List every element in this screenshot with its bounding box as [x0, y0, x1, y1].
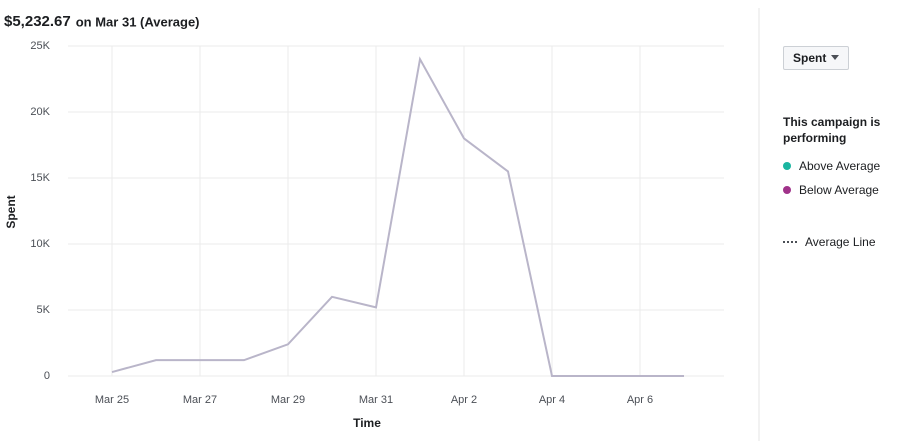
spend-line — [111, 56, 684, 377]
y-axis-label: Spent — [4, 195, 18, 228]
legend-item: Below Average — [783, 183, 879, 197]
legend-label: Average Line — [805, 235, 876, 249]
x-tick-label: Apr 6 — [627, 394, 653, 406]
y-tick-label: 20K — [30, 106, 50, 118]
legend-dot — [783, 162, 791, 170]
y-tick-label: 10K — [30, 238, 50, 250]
y-tick-label: 5K — [37, 304, 51, 316]
y-tick-label: 0 — [44, 370, 50, 382]
y-tick-label: 25K — [30, 40, 50, 52]
metric-dropdown[interactable]: Spent — [783, 46, 850, 70]
legend-label: Above Average — [799, 159, 881, 173]
legend-label: Below Average — [799, 183, 879, 197]
y-tick-label: 15K — [30, 172, 50, 184]
legend-item: Average Line — [783, 235, 876, 249]
x-tick-label: Mar 25 — [95, 394, 129, 406]
x-tick-label: Mar 29 — [271, 394, 305, 406]
legend-dot — [783, 186, 791, 194]
legend-item: Above Average — [783, 159, 880, 173]
legend-heading: This campaign is performing — [783, 115, 881, 145]
x-tick-label: Mar 31 — [359, 394, 393, 406]
x-tick-label: Apr 2 — [451, 394, 477, 406]
amount-suffix: on Mar 31 (Average) — [76, 14, 200, 29]
x-tick-label: Mar 27 — [183, 394, 217, 406]
legend-line — [783, 241, 797, 243]
x-tick-label: Apr 4 — [539, 394, 565, 406]
amount: $5,232.67 — [4, 13, 71, 30]
x-axis-label: Time — [353, 416, 381, 430]
